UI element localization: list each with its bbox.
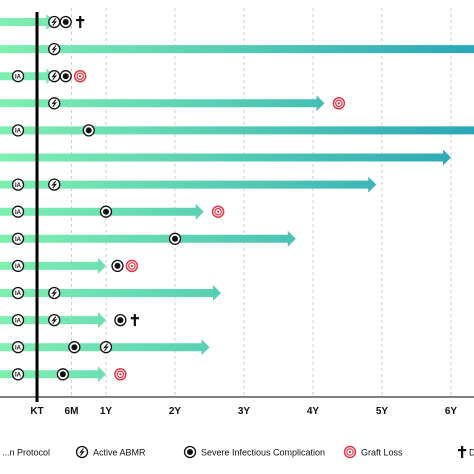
x-tick-label-2: 1Y bbox=[100, 406, 113, 417]
patient-arrow-7 bbox=[0, 176, 377, 193]
event-protocol-7-1: IA bbox=[11, 178, 25, 191]
x-tick-label-7: 6Y bbox=[445, 406, 458, 417]
x-tick-label-5: 4Y bbox=[307, 406, 320, 417]
legend-item-graft-loss: Graft Loss bbox=[343, 445, 403, 459]
event-death-1-3 bbox=[76, 16, 85, 28]
legend-label-abmr: Active ABMR bbox=[93, 448, 146, 458]
legend-label-graft-loss: Graft Loss bbox=[361, 448, 403, 458]
event-graft-loss-8-3 bbox=[211, 205, 225, 218]
x-tick-label-4: 3Y bbox=[238, 406, 251, 417]
event-protocol-11-1: IA bbox=[11, 286, 25, 300]
x-axis-ticks: KT 6M 1Y 2Y 3Y 4Y 5Y 6Y bbox=[30, 406, 457, 417]
svg-text:IA: IA bbox=[15, 237, 22, 243]
x-tick-label-3: 2Y bbox=[169, 406, 182, 417]
event-infection-3-3 bbox=[59, 70, 72, 83]
legend-item-abmr: Active ABMR bbox=[75, 445, 146, 459]
svg-text:IA: IA bbox=[15, 291, 22, 297]
event-abmr-12-2 bbox=[48, 313, 61, 327]
legend-label-death: De... bbox=[469, 448, 474, 458]
svg-text:IA: IA bbox=[15, 129, 22, 135]
svg-text:IA: IA bbox=[15, 183, 22, 189]
patient-arrow-9 bbox=[0, 230, 296, 247]
patient-arrow-2 bbox=[0, 45, 474, 54]
event-protocol-12-1: IA bbox=[11, 313, 25, 327]
event-protocol-10-1: IA bbox=[11, 259, 25, 273]
event-abmr-7-2 bbox=[48, 178, 61, 191]
legend-label-infection: Severe Infectious Complication bbox=[201, 448, 325, 458]
event-protocol-5-1: IA bbox=[11, 124, 25, 137]
svg-text:IA: IA bbox=[15, 345, 22, 351]
event-protocol-13-1: IA bbox=[11, 341, 25, 354]
x-tick-label-1: 6M bbox=[65, 406, 79, 417]
event-protocol-3-1: IA bbox=[11, 70, 25, 83]
event-markers: IA IA IA IA IA IA IA IA IA IA bbox=[11, 15, 346, 381]
event-death-12-4 bbox=[130, 314, 139, 327]
event-abmr-1-1 bbox=[48, 15, 61, 29]
svg-text:IA: IA bbox=[15, 210, 22, 216]
patient-arrow-3 bbox=[0, 68, 55, 85]
legend: ...n Protocol Active ABMR Severe Infectiou… bbox=[2, 445, 474, 459]
patient-arrow-6 bbox=[0, 149, 451, 166]
patient-arrow-14 bbox=[0, 366, 106, 383]
patient-arrow-5 bbox=[0, 126, 474, 135]
event-protocol-8-1: IA bbox=[11, 205, 25, 218]
svg-text:IA: IA bbox=[15, 264, 22, 270]
legend-item-death: De... bbox=[458, 446, 474, 458]
event-abmr-3-2 bbox=[48, 70, 61, 83]
legend-graft-loss-icon bbox=[343, 445, 357, 459]
grid-lines bbox=[71, 8, 452, 397]
event-abmr-11-2 bbox=[48, 286, 61, 300]
patient-arrow-4 bbox=[0, 95, 325, 112]
event-infection-13-2 bbox=[68, 341, 81, 354]
event-infection-10-2 bbox=[111, 259, 124, 273]
event-infection-12-3 bbox=[114, 313, 127, 327]
x-tick-label-6: 5Y bbox=[376, 406, 389, 417]
patient-arrow-10 bbox=[0, 257, 106, 274]
legend-abmr-icon bbox=[75, 445, 89, 459]
svg-text:IA: IA bbox=[15, 318, 22, 324]
svg-text:IA: IA bbox=[15, 373, 22, 379]
legend-infection-icon bbox=[183, 445, 197, 459]
patient-arrow-1 bbox=[0, 14, 55, 30]
event-infection-9-2 bbox=[168, 232, 182, 245]
event-graft-loss-4-2 bbox=[332, 97, 346, 110]
event-protocol-14-1: IA bbox=[11, 368, 25, 381]
svg-text:IA: IA bbox=[15, 74, 22, 80]
event-infection-5-2 bbox=[82, 124, 95, 137]
event-graft-loss-10-3 bbox=[125, 259, 139, 273]
event-protocol-9-1: IA bbox=[11, 232, 25, 245]
legend-death-icon bbox=[458, 446, 467, 458]
x-tick-label-0: KT bbox=[30, 406, 43, 417]
legend-item-protocol: ...n Protocol bbox=[2, 448, 50, 458]
patient-arrow-11 bbox=[0, 285, 221, 301]
event-infection-1-2 bbox=[59, 15, 72, 29]
event-abmr-13-3 bbox=[99, 341, 113, 354]
legend-item-infection: Severe Infectious Complication bbox=[183, 445, 325, 459]
legend-label-protocol: ...n Protocol bbox=[2, 448, 50, 458]
event-infection-14-2 bbox=[56, 368, 70, 381]
event-graft-loss-14-3 bbox=[114, 368, 127, 381]
event-infection-8-2 bbox=[99, 205, 113, 218]
event-graft-loss-3-4 bbox=[73, 69, 87, 83]
event-abmr-2-1 bbox=[48, 42, 61, 56]
event-abmr-4-1 bbox=[48, 97, 61, 110]
